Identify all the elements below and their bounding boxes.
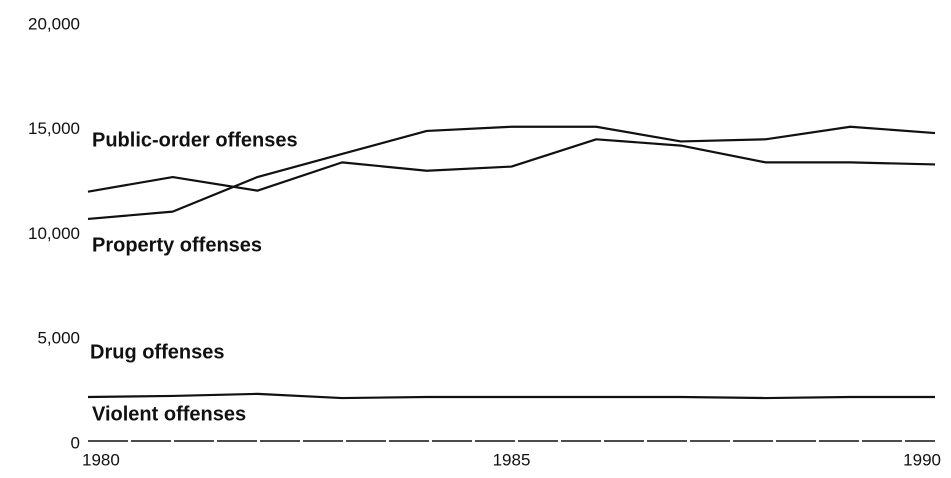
y-tick-label: 5,000 [37,329,80,348]
x-tick-label: 1990 [903,450,941,469]
x-tick-label: 1980 [82,450,120,469]
series-line [87,125,936,221]
y-tick-label: 15,000 [28,119,80,138]
series-label: Drug offenses [90,341,224,363]
series-line [87,392,935,400]
series-line [87,138,936,193]
series-label: Violent offenses [92,403,246,425]
x-tick-label: 1985 [493,450,531,469]
y-tick-label: 20,000 [28,14,80,33]
y-tick-label: 0 [71,433,80,452]
series-label: Property offenses [92,234,262,256]
y-tick-label: 10,000 [28,224,80,243]
series-label: Public-order offenses [92,129,298,151]
